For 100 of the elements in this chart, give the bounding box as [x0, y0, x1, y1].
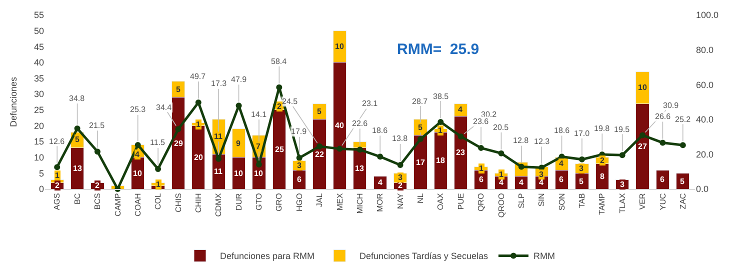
data-label: 25.2	[675, 115, 692, 124]
x-tick-label: GRO	[274, 193, 284, 212]
data-label: 4	[135, 150, 140, 159]
point	[377, 154, 384, 160]
y-tick-label: 55	[34, 10, 44, 20]
data-label: 17.0	[574, 129, 590, 138]
data-label: 1	[196, 120, 201, 129]
data-label: 20.5	[493, 123, 510, 132]
y-tick-label: 40	[34, 58, 44, 68]
data-label: 19.8	[594, 124, 610, 133]
point	[195, 100, 202, 106]
x-tick-label: MEX	[335, 192, 344, 211]
x-tick-label: TLAX	[618, 192, 627, 214]
y2-tick-label: 20.0	[696, 149, 714, 160]
data-label: 40	[335, 121, 344, 130]
data-label: 22	[315, 150, 324, 159]
data-label: 10	[335, 42, 344, 51]
y2-tick-label: 0.0	[696, 184, 709, 194]
point	[336, 146, 343, 152]
data-label: 2	[55, 181, 60, 190]
point	[578, 156, 585, 162]
data-label: 28.7	[412, 97, 428, 106]
legend-label: Defunciones para RMM	[220, 251, 315, 262]
y-tick-label: 50	[34, 26, 44, 36]
data-label: 1	[499, 170, 504, 179]
data-label: 6	[479, 175, 484, 184]
data-label: 3	[297, 161, 302, 170]
data-label: 12.6	[49, 137, 66, 146]
annotation: RMM= 25.9	[397, 41, 480, 58]
data-label: 2	[277, 102, 282, 111]
point	[498, 150, 504, 156]
data-label: 13	[355, 164, 364, 173]
data-label: 34.8	[69, 94, 86, 103]
point	[417, 136, 424, 142]
data-label: 2	[600, 156, 605, 165]
x-tick-label: TAMP	[598, 193, 607, 215]
data-label: 1	[156, 180, 161, 189]
x-tick-label: CHIH	[194, 192, 204, 213]
data-label: 12.8	[513, 136, 530, 145]
point	[619, 152, 626, 158]
x-tick-label: AGS	[52, 193, 62, 210]
data-label: 34.4	[156, 103, 172, 112]
data-label: 10	[254, 169, 264, 178]
data-label: 3	[579, 164, 584, 173]
data-label: 11.5	[150, 138, 166, 147]
data-label: 17.3	[211, 79, 228, 88]
data-label: 30.2	[481, 110, 498, 119]
data-label: 4	[499, 178, 504, 187]
y-tick-label: 15	[34, 136, 44, 147]
point	[640, 132, 646, 138]
x-tick-label: JAL	[315, 192, 324, 207]
data-label: 3	[620, 180, 625, 189]
data-label: 4	[519, 178, 524, 187]
data-label: 23	[456, 148, 466, 157]
data-label: 5	[75, 135, 80, 144]
data-label: 2	[398, 181, 403, 190]
data-label: 5	[579, 177, 584, 186]
x-tick-label: OAX	[436, 192, 446, 210]
y-tick-label: 35	[34, 73, 44, 84]
data-label: 4	[458, 105, 463, 114]
y-tick-label: 5	[38, 168, 44, 178]
x-tick-label: VER	[638, 192, 648, 210]
data-label: 22.6	[352, 119, 368, 128]
data-label: 9	[236, 139, 241, 148]
data-label: 26.6	[655, 112, 672, 121]
data-label: 6	[660, 175, 665, 184]
data-label: 4	[559, 159, 564, 168]
data-label: 8	[600, 172, 605, 181]
data-label: 58.4	[271, 57, 288, 66]
y-tick-label: 0	[38, 184, 44, 194]
point	[478, 144, 484, 151]
x-tick-label: NL	[416, 192, 426, 204]
data-label: 38.5	[433, 92, 450, 101]
data-label: 47.9	[231, 75, 248, 84]
x-tick-label: HGO	[294, 193, 304, 212]
x-tick-label: GTO	[254, 193, 264, 210]
data-label: 24.5	[282, 97, 298, 106]
data-label: 11	[214, 132, 224, 141]
point	[155, 166, 162, 172]
x-tick-label: CAMP	[113, 193, 122, 216]
y2-tick-label: 80.0	[696, 44, 714, 55]
data-label: 23.1	[362, 99, 378, 108]
data-label: 6	[297, 175, 302, 184]
data-label: 1	[55, 171, 60, 180]
data-label: 18	[436, 156, 446, 165]
point	[458, 133, 464, 140]
point	[660, 140, 666, 146]
data-label: 29	[174, 139, 184, 148]
data-label: 5	[317, 107, 322, 116]
x-tick-label: SIN	[537, 192, 546, 207]
x-tick-label: ZAC	[678, 192, 688, 210]
x-tick-label: SLP	[517, 193, 526, 208]
bar	[192, 125, 206, 189]
x-tick-label: COAH	[133, 192, 142, 216]
x-tick-label: SON	[557, 192, 566, 211]
data-label: 17.9	[291, 127, 308, 136]
data-label: 5	[176, 85, 181, 94]
data-label: 23.6	[473, 117, 490, 126]
data-label: 3	[398, 173, 403, 182]
point	[175, 126, 182, 132]
